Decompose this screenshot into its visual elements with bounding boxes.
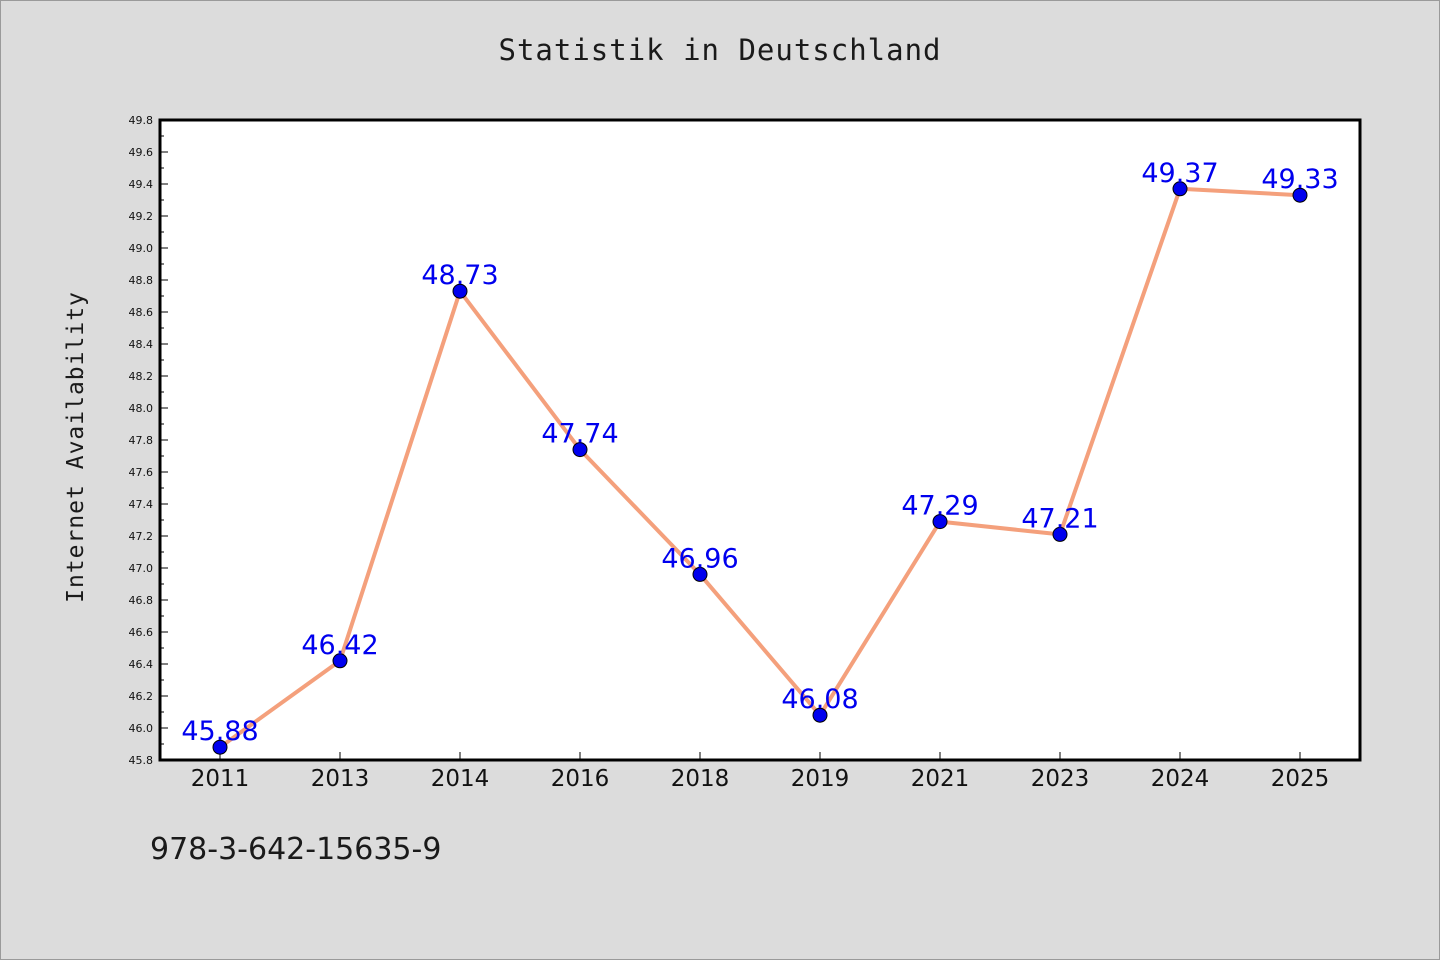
data-point [1172,181,1188,197]
data-point [1052,526,1068,542]
x-tick-label: 2025 [1271,766,1330,792]
y-tick-label: 46.2 [129,690,154,703]
y-tick-label: 48.8 [129,274,154,287]
x-tick-label: 2019 [791,766,850,792]
y-tick-label: 46.4 [129,658,154,671]
y-tick-label: 46.6 [129,626,154,639]
y-tick-label: 46.0 [129,722,154,735]
y-tick-label: 47.0 [129,562,154,575]
y-tick-label: 49.4 [129,178,154,191]
x-tick-label: 2014 [431,766,490,792]
x-tick-label: 2016 [551,766,610,792]
y-tick-label: 47.6 [129,466,154,479]
footnote-isbn: 978-3-642-15635-9 [150,832,442,867]
y-tick-label: 47.4 [129,498,154,511]
data-point [932,514,948,530]
data-label: 47.74 [541,419,618,450]
chart-title: Statistik in Deutschland [498,33,942,67]
data-point [572,442,588,458]
data-point [812,707,828,723]
data-point [212,739,228,755]
data-label: 46.96 [661,543,738,574]
y-tick-label: 47.8 [129,434,154,447]
plot-background [158,118,1362,762]
y-tick-label: 49.8 [129,114,154,127]
x-tick-label: 2011 [191,766,250,792]
y-tick-label: 45.8 [129,754,154,767]
y-tick-label: 49.2 [129,210,154,223]
y-tick-label: 48.2 [129,370,154,383]
y-tick-label: 46.8 [129,594,154,607]
y-tick-label: 48.0 [129,402,154,415]
x-tick-label: 2024 [1151,766,1210,792]
data-label: 49.37 [1141,158,1218,189]
data-label: 48.73 [421,260,498,291]
series-line [218,186,1301,749]
y-tick-label: 49.0 [129,242,154,255]
data-point [332,653,348,669]
data-point [1292,187,1308,203]
y-tick-label: 48.4 [129,338,154,351]
x-tick-label: 2021 [911,766,970,792]
data-label: 45.88 [181,716,258,747]
x-tick-label: 2018 [671,766,730,792]
data-label: 46.08 [781,684,858,715]
data-label: 46.42 [301,630,378,661]
data-label: 47.29 [901,491,978,522]
x-tick-label: 2023 [1031,766,1090,792]
data-label: 49.33 [1261,164,1338,195]
y-tick-label: 49.6 [129,146,154,159]
y-tick-label: 47.2 [129,530,154,543]
y-tick-label: 48.6 [129,306,154,319]
data-point [692,566,708,582]
data-label: 47.21 [1021,503,1098,534]
data-point [452,283,468,299]
x-tick-label: 2013 [311,766,370,792]
